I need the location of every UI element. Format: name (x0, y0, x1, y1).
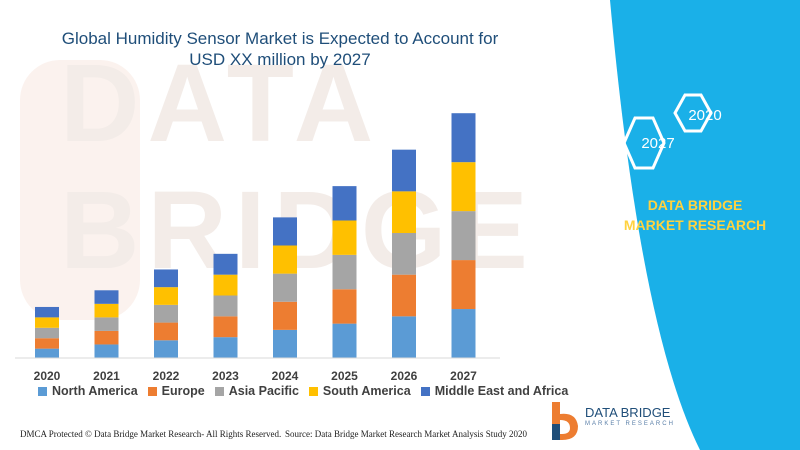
bar-2024-asia-pacific (273, 273, 297, 302)
legend-swatch (308, 386, 318, 396)
legend-item: North America (38, 384, 138, 398)
bar-2020-asia-pacific (35, 327, 59, 339)
legend-item: Asia Pacific (214, 384, 299, 398)
chart-title: Global Humidity Sensor Market is Expecte… (61, 29, 499, 69)
bar-2023-south-america (213, 274, 238, 296)
bar-2021-europe (94, 330, 119, 345)
bar-2020-north-america (35, 348, 59, 358)
bar-2026-europe (392, 274, 416, 317)
bar-2025-asia-pacific (332, 254, 357, 290)
hexagon-2027 (622, 116, 666, 170)
legend-item: Middle East and Africa (420, 384, 569, 398)
legend-label: Europe (161, 384, 205, 398)
bar-2024-north-america (273, 329, 297, 358)
legend-item: Europe (147, 384, 205, 398)
bar-2025-south-america (332, 220, 357, 255)
chart-legend: North America Europe Asia Pacific South Ame… (38, 384, 568, 398)
bar-2026-north-america (392, 316, 416, 358)
hexagon-2020 (673, 93, 713, 133)
bar-2026-south-america (392, 191, 416, 233)
logo-name: DATA BRIDGE (585, 405, 671, 420)
bar-2027-europe (451, 260, 476, 310)
bar-2026-middle-east-and-africa (392, 149, 416, 192)
bar-2023-north-america (213, 337, 238, 358)
legend-label: South America (322, 384, 411, 398)
bar-2024-south-america (273, 245, 297, 274)
bar-2024-middle-east-and-africa (273, 217, 297, 246)
logo-subtitle: MARKET RESEARCH (585, 421, 675, 427)
data-bridge-logo-icon (552, 402, 578, 440)
legend-swatch (147, 386, 157, 396)
bar-2027-middle-east-and-africa (451, 113, 476, 163)
x-tick-label: 2023 (212, 369, 239, 383)
bar-2027-north-america (451, 309, 476, 358)
bar-2025-north-america (332, 323, 357, 358)
bar-2021-north-america (94, 344, 119, 358)
x-tick-label: 2022 (153, 369, 180, 383)
bar-2021-middle-east-and-africa (94, 290, 119, 304)
footer-source: Source: Data Bridge Market Research Mark… (285, 429, 527, 439)
bar-2027-asia-pacific (451, 211, 476, 261)
x-tick-label: 2025 (331, 369, 358, 383)
bar-2022-north-america (154, 340, 178, 358)
bar-2020-middle-east-and-africa (35, 306, 59, 318)
legend-swatch (38, 386, 47, 396)
x-tick-label: 2021 (93, 369, 120, 383)
bar-2022-asia-pacific (154, 304, 178, 323)
bar-2021-asia-pacific (94, 317, 119, 331)
bar-2025-europe (332, 289, 357, 324)
x-tick-label: 2024 (272, 369, 299, 383)
bar-2025-middle-east-and-africa (332, 186, 357, 221)
hex-label-2027: 2027 (641, 135, 675, 152)
bar-2023-europe (213, 316, 238, 338)
legend-label: North America (52, 384, 138, 398)
bar-2021-south-america (94, 303, 119, 318)
legend-label: Asia Pacific (228, 384, 299, 398)
brand-text: DATA BRIDGE MARKET RESEARCH (623, 197, 767, 233)
legend-item: South America (308, 384, 411, 398)
bar-2026-asia-pacific (392, 233, 416, 275)
side-panel (610, 0, 800, 450)
bar-2023-middle-east-and-africa (213, 253, 238, 275)
bar-2020-europe (35, 338, 59, 349)
bar-2027-south-america (451, 162, 476, 212)
footer-copyright: DMCA Protected © Data Bridge Market Rese… (20, 429, 282, 439)
x-tick-label: 2026 (391, 369, 418, 383)
x-tick-label: 2020 (34, 369, 61, 383)
bar-2022-europe (154, 322, 178, 341)
x-tick-label: 2027 (450, 369, 477, 383)
watermark-logo-shape (20, 60, 140, 320)
bar-2020-south-america (35, 317, 59, 328)
legend-swatch (420, 386, 430, 396)
legend-label: Middle East and Africa (434, 384, 569, 398)
watermark-text: DATA BRIDGE (60, 42, 536, 292)
hex-label-2020: 2020 (688, 107, 722, 124)
legend-swatch (214, 386, 224, 396)
bar-2022-south-america (154, 287, 178, 305)
bar-2022-middle-east-and-africa (154, 269, 178, 288)
bar-2024-europe (273, 301, 297, 330)
bar-2023-asia-pacific (213, 295, 238, 317)
